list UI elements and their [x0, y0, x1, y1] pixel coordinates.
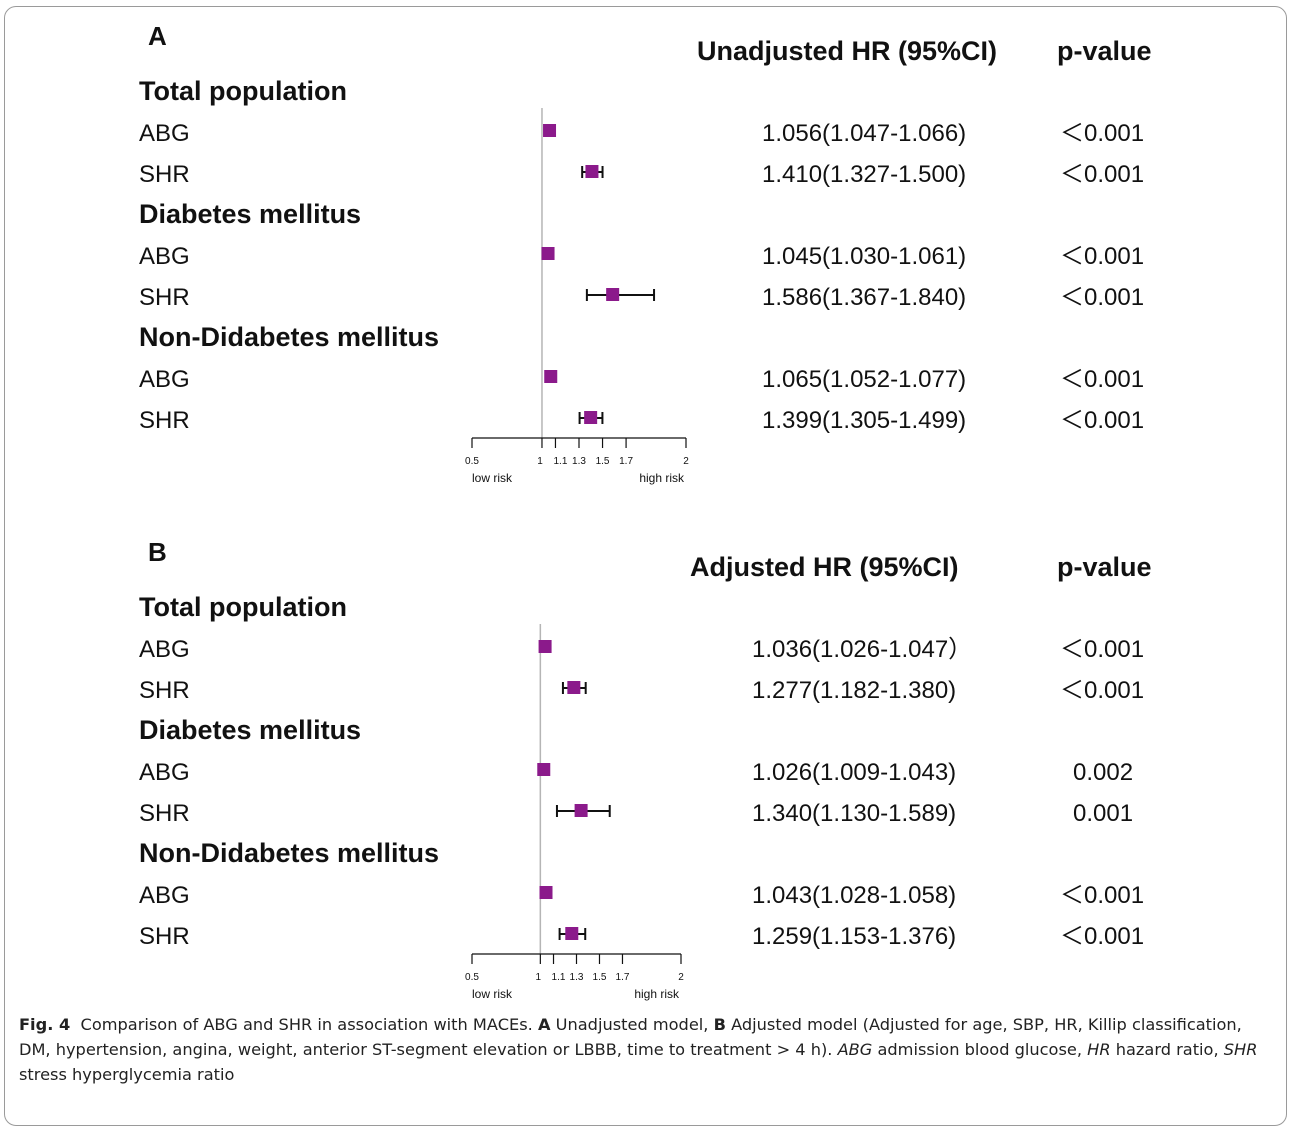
panel-b-row-estimate: 1.340(1.130-1.589) [752, 800, 956, 827]
panel-b-p-header: p-value [1057, 552, 1152, 582]
caption-abbr-abg: ABG [837, 1040, 873, 1059]
panel-b-row-label: ABG [139, 882, 190, 909]
panel-a-row-estimate: 1.410(1.327-1.500) [762, 161, 966, 188]
panel-a-row-label: SHR [139, 407, 190, 434]
figure-caption: Fig. 4 Comparison of ABG and SHR in asso… [19, 1012, 1274, 1087]
panel-b-estimate-header: Adjusted HR (95%CI) [690, 552, 959, 582]
panel-a-row-p-value: ＜0.001 [1060, 161, 1144, 188]
panel-b-hr-marker [538, 640, 552, 653]
panel-b-row-label: ABG [139, 759, 190, 786]
panel-b-low-risk-label: low risk [472, 987, 513, 1001]
panel-a-high-risk-label: high risk [639, 471, 685, 485]
panel-a-group-heading: Non-Didabetes mellitus [139, 322, 439, 352]
panel-b-row-estimate: 1.026(1.009-1.043) [752, 759, 956, 786]
panel-a-row-label: ABG [139, 120, 190, 147]
panel-a-hr-marker [544, 370, 558, 383]
panel-b-row-p-value: 0.002 [1073, 759, 1133, 786]
panel-b-hr-marker [574, 804, 588, 817]
caption-abbr-shr: SHR [1223, 1040, 1258, 1059]
caption-label-a: A [537, 1015, 551, 1034]
panel-b-label: B [148, 537, 167, 567]
panel-a-row-p-value: ＜0.001 [1060, 407, 1144, 434]
panel-b-group-heading: Total population [139, 592, 347, 622]
panel-b-row-label: ABG [139, 636, 190, 663]
panel-b-row-estimate: 1.259(1.153-1.376) [752, 923, 956, 950]
panel-a-x-tick-label: 1.1 [554, 456, 568, 467]
panel-a-row-estimate: 1.399(1.305-1.499) [762, 407, 966, 434]
panel-b-row-estimate: 1.277(1.182-1.380) [752, 677, 956, 704]
panel-a-row-label: ABG [139, 243, 190, 270]
caption-text-1: Comparison of ABG and SHR in association… [80, 1015, 533, 1034]
caption-label-b: B [713, 1015, 726, 1034]
panel-b-group-heading: Non-Didabetes mellitus [139, 838, 439, 868]
panel-a-row-label: SHR [139, 161, 190, 188]
panel-a-x-tick-label: 0.5 [465, 456, 479, 467]
panel-a-estimate-header: Unadjusted HR (95%CI) [697, 36, 997, 66]
panel-a-row-p-value: ＜0.001 [1060, 243, 1144, 270]
panel-b-x-tick-label: 0.5 [465, 972, 479, 983]
caption-abbr-hr: HR [1087, 1040, 1111, 1059]
caption-def-hr: hazard ratio, [1115, 1040, 1219, 1059]
panel-a-row-estimate: 1.045(1.030-1.061) [762, 243, 966, 270]
caption-fig-label: Fig. 4 [19, 1015, 71, 1034]
panel-a-row-estimate: 1.586(1.367-1.840) [762, 284, 966, 311]
panel-a-row-estimate: 1.065(1.052-1.077) [762, 366, 966, 393]
panel-a-low-risk-label: low risk [472, 471, 513, 485]
panel-a-hr-marker [584, 411, 598, 424]
panel-b-x-tick-label: 1.7 [616, 972, 630, 983]
panel-b-row-p-value: ＜0.001 [1060, 636, 1144, 663]
panel-b-hr-marker [565, 927, 579, 940]
panel-b-x-tick-label: 1.1 [552, 972, 566, 983]
panel-a-group-heading: Total population [139, 76, 347, 106]
panel-a-row-estimate: 1.056(1.047-1.066) [762, 120, 966, 147]
panel-a-row-label: SHR [139, 284, 190, 311]
panel-b-hr-marker [537, 763, 551, 776]
caption-def-shr: stress hyperglycemia ratio [19, 1065, 235, 1084]
panel-b-x-tick-label: 1.5 [593, 972, 607, 983]
panel-b-row-p-value: ＜0.001 [1060, 923, 1144, 950]
panel-a-hr-marker [585, 165, 599, 178]
panel-b-row-label: SHR [139, 923, 190, 950]
panel-b-hr-marker [567, 681, 581, 694]
panel-a-label: A [148, 21, 167, 51]
forest-plot-figure: A Unadjusted HR (95%CI) p-value Total popul… [139, 21, 1152, 1001]
panel-b-x-tick-label: 2 [678, 972, 684, 983]
panel-a-x-tick-label: 1.7 [619, 456, 633, 467]
panel-b-high-risk-label: high risk [634, 987, 680, 1001]
panel-b-row-p-value: ＜0.001 [1060, 882, 1144, 909]
panel-b-row-p-value: ＜0.001 [1060, 677, 1144, 704]
panel-a-row-p-value: ＜0.001 [1060, 366, 1144, 393]
panel-b-x-tick-label: 1 [536, 972, 542, 983]
panel-a-hr-marker [543, 124, 557, 137]
caption-def-abg: admission blood glucose, [877, 1040, 1082, 1059]
panel-b-row-label: SHR [139, 677, 190, 704]
panel-b-group-heading: Diabetes mellitus [139, 715, 361, 745]
panel-b-row-estimate: 1.036(1.026-1.047） [752, 636, 972, 663]
panel-a-hr-marker [606, 288, 620, 301]
panel-a-group-heading: Diabetes mellitus [139, 199, 361, 229]
panel-a-x-tick-label: 1.5 [596, 456, 610, 467]
panel-a-hr-marker [541, 247, 555, 260]
panel-a-p-header: p-value [1057, 36, 1152, 66]
panel-a-row-p-value: ＜0.001 [1060, 120, 1144, 147]
panel-a-x-tick-label: 1 [537, 456, 543, 467]
caption-text-3: Adjusted model (Adjusted for age, SBP, H… [19, 1015, 1242, 1059]
panel-a-x-tick-label: 2 [683, 456, 689, 467]
panel-a-x-tick-label: 1.3 [572, 456, 586, 467]
panel-b-row-label: SHR [139, 800, 190, 827]
caption-text-2: Unadjusted model, [555, 1015, 709, 1034]
panel-b-hr-marker [539, 886, 553, 899]
panel-a-row-p-value: ＜0.001 [1060, 284, 1144, 311]
panel-b-row-estimate: 1.043(1.028-1.058) [752, 882, 956, 909]
panel-b-x-tick-label: 1.3 [570, 972, 584, 983]
panel-b-row-p-value: 0.001 [1073, 800, 1133, 827]
panel-a-row-label: ABG [139, 366, 190, 393]
